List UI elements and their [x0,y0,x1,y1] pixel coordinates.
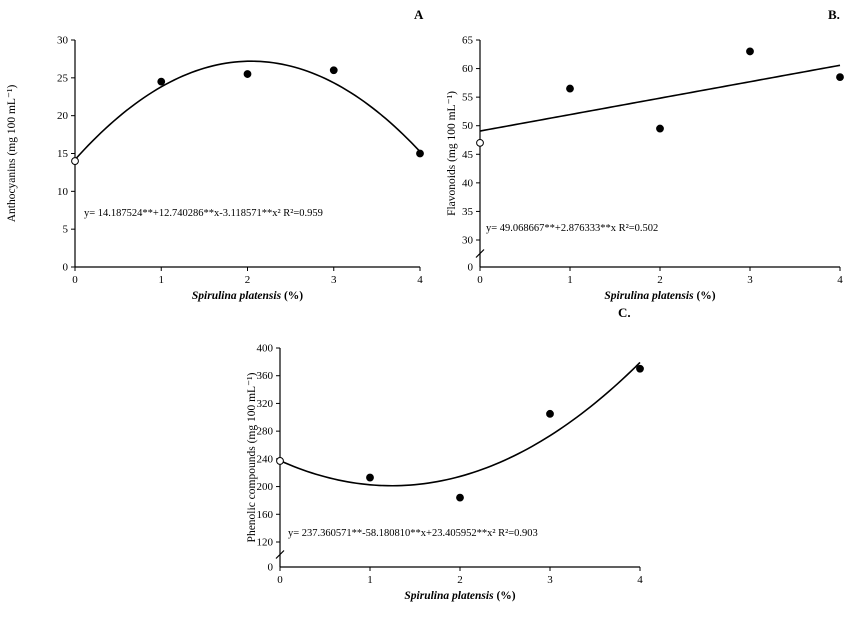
equation-label: y= 49.068667**+2.876333**x R²=0.502 [486,223,658,234]
data-point [476,138,484,147]
x-tick-label: 1 [367,574,373,586]
fit-curve [74,60,421,161]
y-tick-label: 55 [462,92,474,104]
y-tick-label: 30 [462,235,474,247]
x-tick-label: 0 [477,274,483,286]
x-tick-label: 1 [159,274,165,286]
y-tick-label: 400 [257,343,274,355]
x-axis-label: Spirulina platensis (%) [192,290,303,302]
y-zero-label: 0 [468,262,474,274]
x-axis-label-species: Spirulina platensis [404,590,494,602]
y-axis-label: Phenolic compounds (mg 100 mL⁻¹) [246,372,258,542]
x-tick-label: 2 [457,574,463,586]
data-point [456,493,464,502]
x-tick-label: 3 [747,274,753,286]
y-tick-label: 10 [57,186,69,198]
x-tick-label: 1 [567,274,573,286]
y-tick-label: 5 [63,224,69,236]
data-point [746,47,754,56]
equation-label: y= 237.360571**-58.180810**x+23.405952**… [288,528,538,539]
data-point [329,66,338,75]
x-tick-label: 2 [657,274,663,286]
x-tick-label: 4 [837,274,843,286]
x-tick-label: 2 [245,274,251,286]
chart-panel-phenolic-compounds: 120 160 200 240 280 320 360 400 00 1 2 3 4 y= 237.360… [246,343,644,602]
x-tick-label: 3 [547,574,553,586]
axis-break-mark [475,249,485,258]
y-tick-label: 200 [257,481,274,493]
fit-curve [279,361,641,487]
panel-label-b: B. [828,7,840,22]
y-tick-label: 280 [257,426,274,438]
y-tick-label: 40 [462,177,474,189]
y-zero-label: 0 [268,562,274,574]
data-point [566,84,574,93]
data-point [546,409,554,418]
x-axis-label: Spirulina platensis (%) [404,590,515,602]
data-point [276,457,284,465]
y-tick-label: 20 [57,110,69,122]
data-point [836,73,844,82]
data-point [636,364,644,373]
x-axis-label-unit: (%) [494,590,516,602]
x-axis-label-species: Spirulina platensis [604,290,694,302]
y-tick-label: 160 [257,509,274,521]
equation-label: y= 14.187524**+12.740286**x-3.118571**x²… [84,208,323,219]
data-point [157,77,166,86]
data-point [656,124,664,133]
data-point [71,157,79,165]
y-tick-label: 360 [257,370,274,382]
x-axis-label: Spirulina platensis (%) [604,290,715,302]
data-point [366,473,374,482]
y-tick-label: 50 [462,120,474,132]
data-point [416,149,424,158]
x-axis-label-species: Spirulina platensis [192,290,282,302]
fit-curve [479,64,841,132]
y-tick-label: 60 [462,63,474,75]
x-axis-label-unit: (%) [694,290,716,302]
y-tick-label: 30 [57,35,69,47]
y-tick-label: 45 [462,149,474,161]
x-tick-label: 0 [277,574,283,586]
y-tick-label: 120 [257,537,274,549]
y-tick-label: 320 [257,398,274,410]
panel-label-a: A [414,7,424,22]
y-axis-label: Flavonoids (mg 100 mL⁻¹) [446,91,458,216]
y-tick-label: 15 [57,148,69,160]
y-axis-label: Anthocyanins (mg 100 mL⁻¹) [6,85,18,223]
y-tick-label: 65 [462,35,474,47]
chart-panel-flavonoids: 30 35 40 45 50 55 60 65 00 1 2 3 4 y= 49.068667**+2.8… [446,35,844,302]
x-axis-label-unit: (%) [281,290,303,302]
x-tick-label: 0 [72,274,78,286]
axis-break-mark [275,550,285,559]
x-tick-label: 4 [637,574,643,586]
x-tick-label: 4 [417,274,423,286]
x-tick-label: 3 [331,274,337,286]
panel-label-c: C. [618,305,631,320]
y-tick-label: 240 [257,453,274,465]
y-tick-label: 35 [462,206,474,218]
chart-panel-anthocyanins: 0 5 10 15 20 25 30 0 1 2 3 4 y= 14.187524**+12.74028… [6,35,424,302]
y-tick-label: 25 [57,72,69,84]
data-point [243,70,252,78]
y-tick-label: 0 [63,262,69,274]
